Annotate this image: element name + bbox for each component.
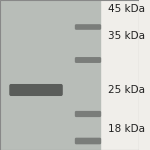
Text: 25 kDa: 25 kDa — [108, 85, 145, 95]
Text: 18 kDa: 18 kDa — [108, 124, 145, 134]
FancyBboxPatch shape — [75, 25, 100, 29]
Text: 45 kDa: 45 kDa — [108, 4, 145, 14]
FancyBboxPatch shape — [75, 112, 100, 116]
Text: 35 kDa: 35 kDa — [108, 31, 145, 41]
Bar — [0, 0, 100, 150]
FancyBboxPatch shape — [10, 85, 62, 95]
FancyBboxPatch shape — [75, 58, 100, 62]
FancyBboxPatch shape — [75, 138, 100, 144]
